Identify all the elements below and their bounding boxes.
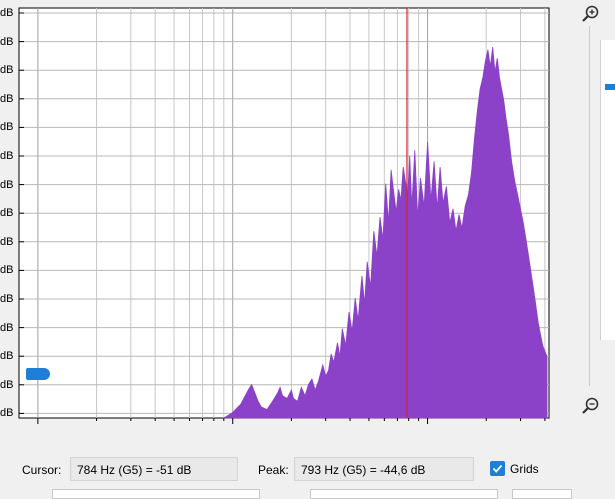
y-axis-label: dB (0, 64, 14, 77)
y-axis-label: dB (0, 321, 14, 334)
y-axis-label: dB (0, 207, 14, 220)
spectrum-plot[interactable]: 10Hz20Hz40Hz100Hz200Hz400Hz800Hz2000Hz (0, 0, 555, 425)
y-axis-label: dB (0, 178, 14, 191)
y-axis-label: dB (0, 35, 14, 48)
y-axis-label: dB (0, 378, 14, 391)
y-axis-label: dB (0, 293, 14, 305)
y-axis-label: dB (0, 264, 14, 277)
zoom-slider-track[interactable] (589, 26, 590, 386)
checkmark-icon (492, 464, 503, 473)
peak-label: Peak: (258, 463, 289, 477)
y-axis-label: dB (0, 235, 14, 248)
zoom-panel (558, 0, 615, 425)
y-axis-label: dB (0, 7, 14, 19)
background-window-marker (605, 84, 615, 90)
zoom-slider-handle[interactable] (26, 368, 50, 380)
y-axis-label: dB (0, 407, 14, 420)
cursor-label: Cursor: (22, 463, 62, 477)
bottom-field-2[interactable] (310, 489, 498, 499)
bottom-field-1[interactable] (52, 489, 260, 499)
background-window-edge (600, 40, 615, 340)
grids-label[interactable]: Grids (510, 462, 539, 476)
peak-readout: 793 Hz (G5) = -44,6 dB (294, 457, 474, 481)
y-axis-label: dB (0, 121, 14, 134)
zoom-out-icon[interactable] (580, 396, 600, 416)
status-bar: Cursor: 784 Hz (G5) = -51 dB Peak: 793 H… (0, 455, 615, 485)
grids-checkbox[interactable] (490, 461, 505, 476)
cursor-readout: 784 Hz (G5) = -51 dB (70, 457, 238, 481)
y-axis-label: dB (0, 92, 14, 105)
bottom-controls-row (0, 489, 615, 499)
y-axis-label: dB (0, 150, 14, 162)
zoom-in-icon[interactable] (580, 4, 600, 24)
bottom-field-3[interactable] (512, 489, 572, 499)
y-axis-label: dB (0, 350, 14, 363)
